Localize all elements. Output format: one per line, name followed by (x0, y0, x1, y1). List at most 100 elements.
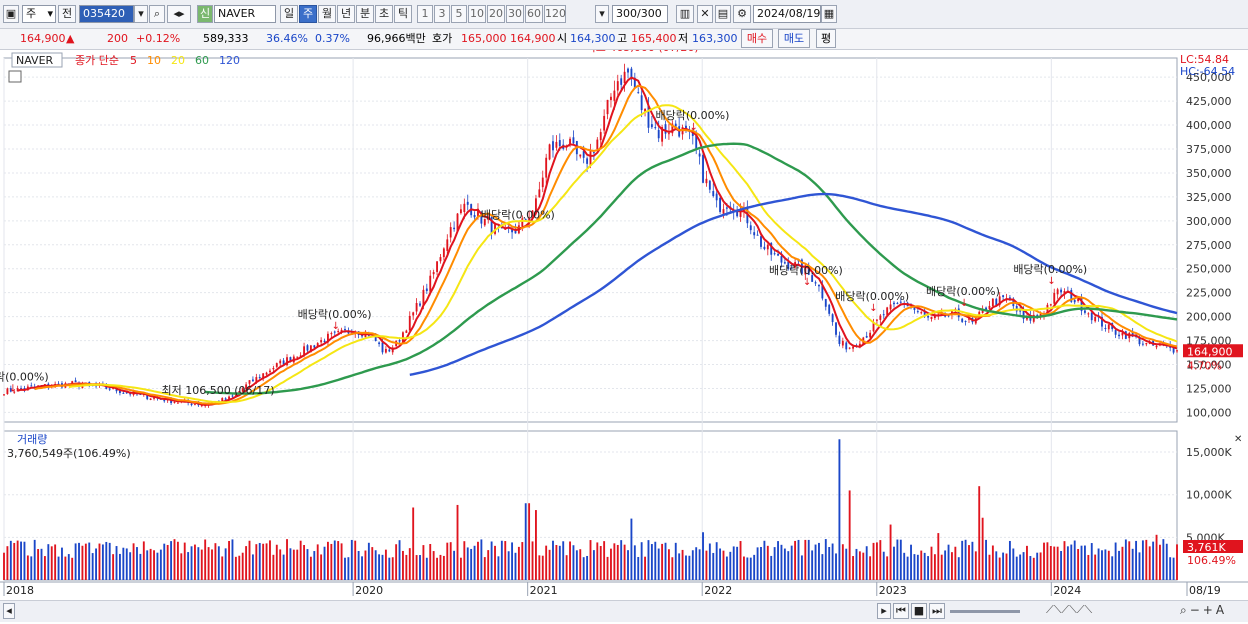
candle-style-icon[interactable]: ▥ (676, 5, 694, 23)
volume-bar (974, 551, 977, 580)
volume-bar (112, 554, 115, 580)
rewind-icon[interactable]: ⏮ (893, 603, 909, 619)
candle-body (381, 342, 384, 353)
buy-button[interactable]: 매수 (741, 29, 773, 48)
volume-bar (678, 553, 681, 580)
price-chart-svg[interactable]: 최고 465,000 (07/26) 최저 106,500 (06/17) 배당락(… (0, 41, 1248, 621)
candle-body (391, 347, 394, 353)
drawing-tools-icon[interactable]: ⟋⟍⟋⟍⟋⟍ (1046, 603, 1093, 616)
volume-bar (91, 553, 94, 580)
candle-body (736, 211, 739, 217)
zoom-slider[interactable] (950, 610, 1020, 613)
interval-button-3[interactable]: 년 (337, 5, 355, 23)
volume-bar (575, 550, 578, 580)
calculator-icon[interactable] (8, 70, 22, 83)
volume-bar (419, 555, 421, 580)
scroll-right-icon[interactable]: ▸ (877, 603, 891, 619)
interval-button-6[interactable]: 틱 (394, 5, 412, 23)
speaker-icon[interactable]: ◂▸ (167, 5, 191, 23)
period-type-select[interactable]: 주 ▾ (22, 5, 56, 23)
volume-bar (391, 557, 394, 580)
candle-body (674, 123, 677, 127)
volume-bar (153, 550, 155, 580)
stock-code-input[interactable]: 035420 (79, 5, 134, 23)
volume-bar (589, 540, 592, 580)
search-icon[interactable]: ⌕ (149, 5, 165, 23)
interval-button-2[interactable]: 월 (318, 5, 336, 23)
y-tick-label: 225,000 (1186, 287, 1232, 300)
sell-button[interactable]: 매도 (778, 29, 810, 48)
minute-step-button-3[interactable]: 10 (468, 5, 486, 23)
chevron-down-icon[interactable]: ▾ (595, 5, 609, 23)
candle-body (224, 398, 227, 400)
panel-close-icon[interactable]: ✕ (1234, 434, 1242, 445)
minute-step-button-0[interactable]: 1 (417, 5, 433, 23)
volume-bar (163, 543, 166, 580)
interval-button-5[interactable]: 초 (375, 5, 393, 23)
candle-body (582, 151, 585, 158)
stock-name-field[interactable]: NAVER (214, 5, 276, 23)
volume-bar (879, 540, 882, 580)
candle-body (1070, 289, 1073, 302)
volume-bar (770, 555, 773, 580)
interval-button-1[interactable]: 주 (299, 5, 317, 23)
volume-bar (439, 554, 442, 580)
volume-bar (1032, 557, 1035, 580)
minute-step-button-1[interactable]: 3 (434, 5, 450, 23)
interval-button-0[interactable]: 일 (280, 5, 298, 23)
candle-body (248, 380, 251, 384)
interval-button-4[interactable]: 분 (356, 5, 374, 23)
volume-bar (811, 550, 814, 580)
candle-body (20, 388, 22, 390)
volume-bar (395, 544, 398, 580)
candle-body (893, 302, 895, 305)
candle-body (327, 333, 329, 343)
candle-body (991, 298, 994, 306)
candle-body (303, 346, 306, 355)
volume-bar (500, 540, 503, 580)
minute-step-button-7[interactable]: 120 (544, 5, 566, 23)
volume-bar (855, 548, 858, 580)
candle-body (831, 314, 834, 323)
volume-bar (364, 550, 367, 580)
zoom-controls-icon[interactable]: ⌕−+A (1180, 603, 1228, 617)
window-menu-icon[interactable]: ▣ (3, 5, 19, 23)
candle-body (770, 242, 773, 255)
volume-bar (807, 539, 810, 580)
minute-step-button-6[interactable]: 60 (525, 5, 543, 23)
volume-bar (306, 549, 309, 580)
eval-button[interactable]: 평 (816, 29, 836, 48)
candle-body (535, 198, 537, 213)
volume-bar (818, 542, 820, 580)
candle-body (487, 218, 490, 220)
last-volume-label: 3,761K (1187, 541, 1226, 554)
volume-bar (1172, 557, 1175, 580)
dividend-arrow-icon: ↓ (515, 221, 523, 232)
prev-button[interactable]: 전 (58, 5, 76, 23)
calendar-icon[interactable]: ▦ (821, 5, 837, 23)
chevron-down-icon[interactable]: ▾ (134, 5, 148, 23)
chart-area[interactable]: 최고 465,000 (07/26) 최저 106,500 (06/17) 배당락(… (0, 41, 1248, 621)
volume-bar (1087, 554, 1090, 580)
crosshair-icon[interactable]: ✕ (697, 5, 713, 23)
candle-body (221, 398, 224, 403)
date-field[interactable]: 2024/08/19 (753, 5, 821, 23)
minute-step-button-4[interactable]: 20 (487, 5, 505, 23)
minute-step-button-2[interactable]: 5 (451, 5, 467, 23)
volume-bar (610, 548, 612, 580)
candle-body (323, 340, 326, 343)
minute-step-button-5[interactable]: 30 (506, 5, 524, 23)
scroll-bar[interactable]: ◂ ▸ ⏮ ■ ⏭ ⟋⟍⟋⟍⟋⟍ ⌕−+A (0, 600, 1248, 622)
volume-bar (828, 547, 831, 580)
scroll-left-icon[interactable]: ◂ (3, 603, 15, 619)
new-badge[interactable]: 신 (197, 5, 213, 23)
save-icon[interactable]: ▤ (715, 5, 731, 23)
volume-bar (176, 541, 179, 580)
candle-body (572, 137, 575, 144)
stock-name-box[interactable] (11, 52, 63, 68)
fast-forward-icon[interactable]: ⏭ (929, 603, 945, 619)
gear-icon[interactable]: ⚙ (733, 5, 751, 23)
volume-bar (371, 547, 374, 580)
count-field[interactable]: 300/300 (612, 5, 668, 23)
stop-icon[interactable]: ■ (911, 603, 927, 619)
